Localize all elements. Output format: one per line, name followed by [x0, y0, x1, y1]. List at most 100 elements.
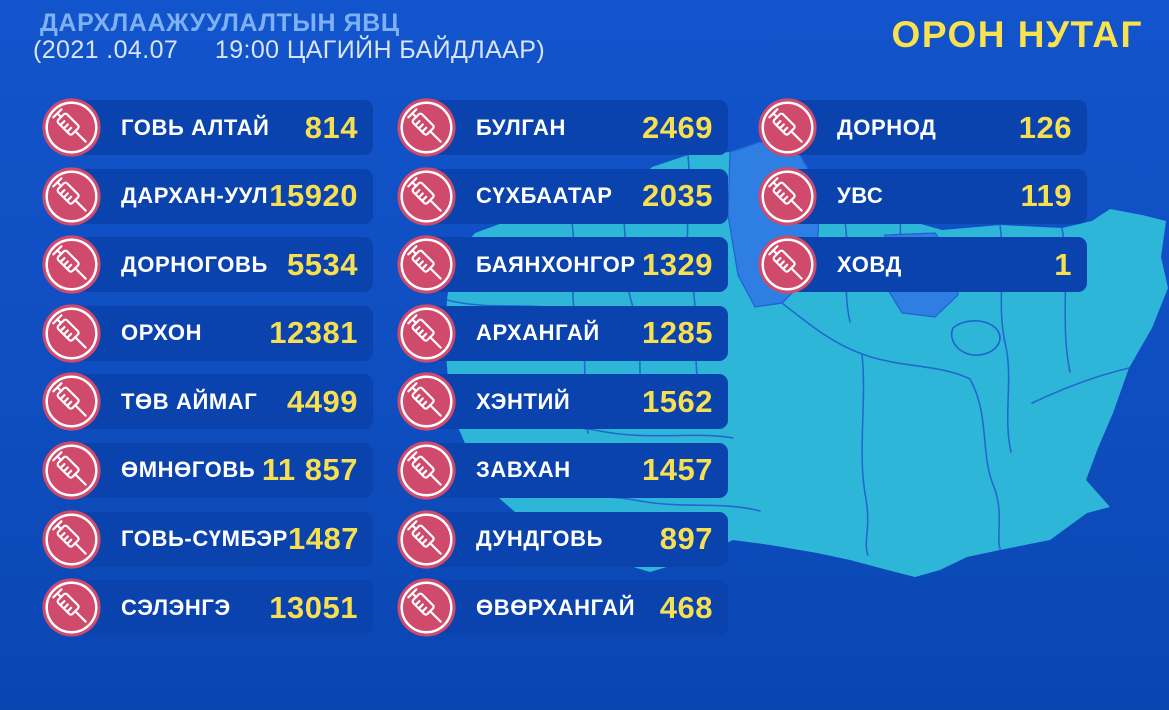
- province-row: ГОВЬ-СҮМБЭР 1487: [41, 509, 373, 570]
- syringe-icon: [396, 97, 457, 158]
- province-label: ХОВД: [837, 251, 902, 277]
- province-row: ДОРНОД 126: [757, 98, 1087, 157]
- page-subtitle: (2021 .04.07 19:00 ЦАГИЙН БАЙДЛААР): [33, 36, 546, 64]
- syringe-icon: [757, 166, 818, 227]
- syringe-icon: [41, 371, 102, 432]
- map-enclave-outline: [950, 320, 1001, 356]
- province-value: 1285: [642, 315, 713, 351]
- province-value: 1562: [642, 383, 713, 419]
- province-label: ГОВЬ-СҮМБЭР: [121, 526, 288, 552]
- province-label: ЗАВХАН: [476, 457, 571, 483]
- province-bar: ОРХОН 12381: [55, 305, 373, 361]
- province-value: 1: [1054, 246, 1072, 282]
- province-bar: ДОРНОД 126: [771, 100, 1087, 155]
- province-bar: ДУНДГОВЬ 897: [410, 511, 728, 567]
- syringe-icon: [41, 440, 102, 501]
- province-value: 4499: [287, 383, 358, 419]
- province-value: 814: [304, 109, 358, 145]
- province-column-3: ДОРНОД 126 УВС 119 ХОВД 1: [757, 98, 1087, 295]
- province-value: 15920: [269, 178, 358, 214]
- province-value: 1457: [642, 452, 713, 488]
- province-row: АРХАНГАЙ 1285: [396, 303, 728, 364]
- province-value: 126: [1018, 109, 1072, 145]
- page-title: ДАРХЛААЖУУЛАЛТЫН ЯВЦ: [40, 9, 400, 37]
- syringe-icon: [396, 440, 457, 501]
- province-row: СЭЛЭНГЭ 13051: [41, 577, 373, 638]
- syringe-icon: [41, 97, 102, 158]
- province-label: БАЯНХОНГОР: [476, 251, 636, 277]
- province-bar: СЭЛЭНГЭ 13051: [55, 580, 373, 636]
- syringe-icon: [396, 303, 457, 364]
- province-bar: ХЭНТИЙ 1562: [410, 374, 728, 430]
- province-row: ДАРХАН-УУЛ 15920: [41, 166, 373, 227]
- syringe-icon: [396, 166, 457, 227]
- province-bar: ГОВЬ АЛТАЙ 814: [55, 100, 373, 155]
- province-label: СЭЛЭНГЭ: [121, 594, 231, 620]
- province-bar: УВС 119: [771, 168, 1087, 224]
- province-value: 5534: [287, 246, 358, 282]
- province-value: 13051: [269, 589, 358, 625]
- province-label: ДАРХАН-УУЛ: [121, 183, 269, 209]
- province-bar: ТӨВ АЙМАГ 4499: [55, 374, 373, 430]
- province-value: 2469: [642, 109, 713, 145]
- province-row: ДОРНОГОВЬ 5534: [41, 235, 373, 294]
- province-label: ХЭНТИЙ: [476, 388, 571, 414]
- province-bar: БУЛГАН 2469: [410, 100, 728, 155]
- province-label: ӨМНӨГОВЬ: [121, 457, 256, 483]
- province-row: ДУНДГОВЬ 897: [396, 509, 728, 570]
- province-label: СҮХБААТАР: [476, 183, 613, 209]
- province-value: 1487: [287, 521, 359, 557]
- province-label: ДОРНОД: [837, 114, 937, 140]
- province-column-1: ГОВЬ АЛТАЙ 814 ДАРХАН-УУЛ 15920 ДОРНОГОВЬ 553…: [41, 97, 373, 638]
- province-bar: ДОРНОГОВЬ 5534: [55, 237, 373, 293]
- province-row: ХОВД 1: [757, 234, 1087, 295]
- province-label: ДУНДГОВЬ: [476, 526, 603, 552]
- province-label: ДОРНОГОВЬ: [121, 251, 268, 277]
- province-value: 12381: [269, 315, 358, 351]
- province-value: 119: [1020, 178, 1072, 214]
- syringe-icon: [757, 234, 818, 295]
- province-row: БУЛГАН 2469: [396, 97, 728, 158]
- province-row: ХЭНТИЙ 1562: [396, 371, 728, 432]
- province-label: АРХАНГАЙ: [476, 320, 600, 346]
- syringe-icon: [41, 577, 102, 638]
- province-label: ӨВӨРХАНГАЙ: [476, 594, 636, 620]
- province-row: СҮХБААТАР 2035: [396, 166, 728, 227]
- province-value: 468: [659, 589, 713, 625]
- syringe-icon: [396, 371, 457, 432]
- province-bar: БАЯНХОНГОР 1329: [410, 237, 728, 293]
- province-bar: ӨВӨРХАНГАЙ 468: [410, 580, 728, 636]
- province-bar: ХОВД 1: [771, 237, 1087, 293]
- province-row: ТӨВ АЙМАГ 4499: [41, 371, 373, 432]
- province-label: БУЛГАН: [476, 114, 567, 140]
- province-bar: ГОВЬ-СҮМБЭР 1487: [55, 511, 373, 567]
- syringe-icon: [41, 509, 102, 570]
- province-row: ӨВӨРХАНГАЙ 468: [396, 577, 728, 638]
- province-row: БАЯНХОНГОР 1329: [396, 234, 728, 295]
- province-label: ТӨВ АЙМАГ: [121, 388, 258, 414]
- province-value: 1329: [642, 246, 713, 282]
- province-row: ЗАВХАН 1457: [396, 440, 728, 501]
- province-label: ГОВЬ АЛТАЙ: [121, 114, 270, 140]
- province-value: 11 857: [261, 452, 358, 488]
- province-column-2: БУЛГАН 2469 СҮХБААТАР 2035 БАЯНХОНГОР 1329 АРХ…: [396, 97, 728, 638]
- syringe-icon: [396, 509, 457, 570]
- province-row: ОРХОН 12381: [41, 303, 373, 364]
- province-bar: СҮХБААТАР 2035: [410, 168, 728, 224]
- region-section-title: ОРОН НУТАГ: [891, 14, 1143, 55]
- province-label: ОРХОН: [121, 320, 203, 346]
- syringe-icon: [41, 166, 102, 227]
- province-row: УВС 119: [757, 166, 1087, 227]
- province-row: ГОВЬ АЛТАЙ 814: [41, 97, 373, 158]
- province-label: УВС: [837, 183, 884, 209]
- syringe-icon: [41, 303, 102, 364]
- province-bar: ДАРХАН-УУЛ 15920: [55, 168, 373, 224]
- province-value: 2035: [642, 178, 713, 214]
- syringe-icon: [396, 577, 457, 638]
- syringe-icon: [396, 234, 457, 295]
- province-bar: АРХАНГАЙ 1285: [410, 305, 728, 361]
- province-value: 897: [659, 521, 713, 557]
- province-bar: ЗАВХАН 1457: [410, 442, 728, 498]
- province-bar: ӨМНӨГОВЬ 11 857: [55, 442, 373, 498]
